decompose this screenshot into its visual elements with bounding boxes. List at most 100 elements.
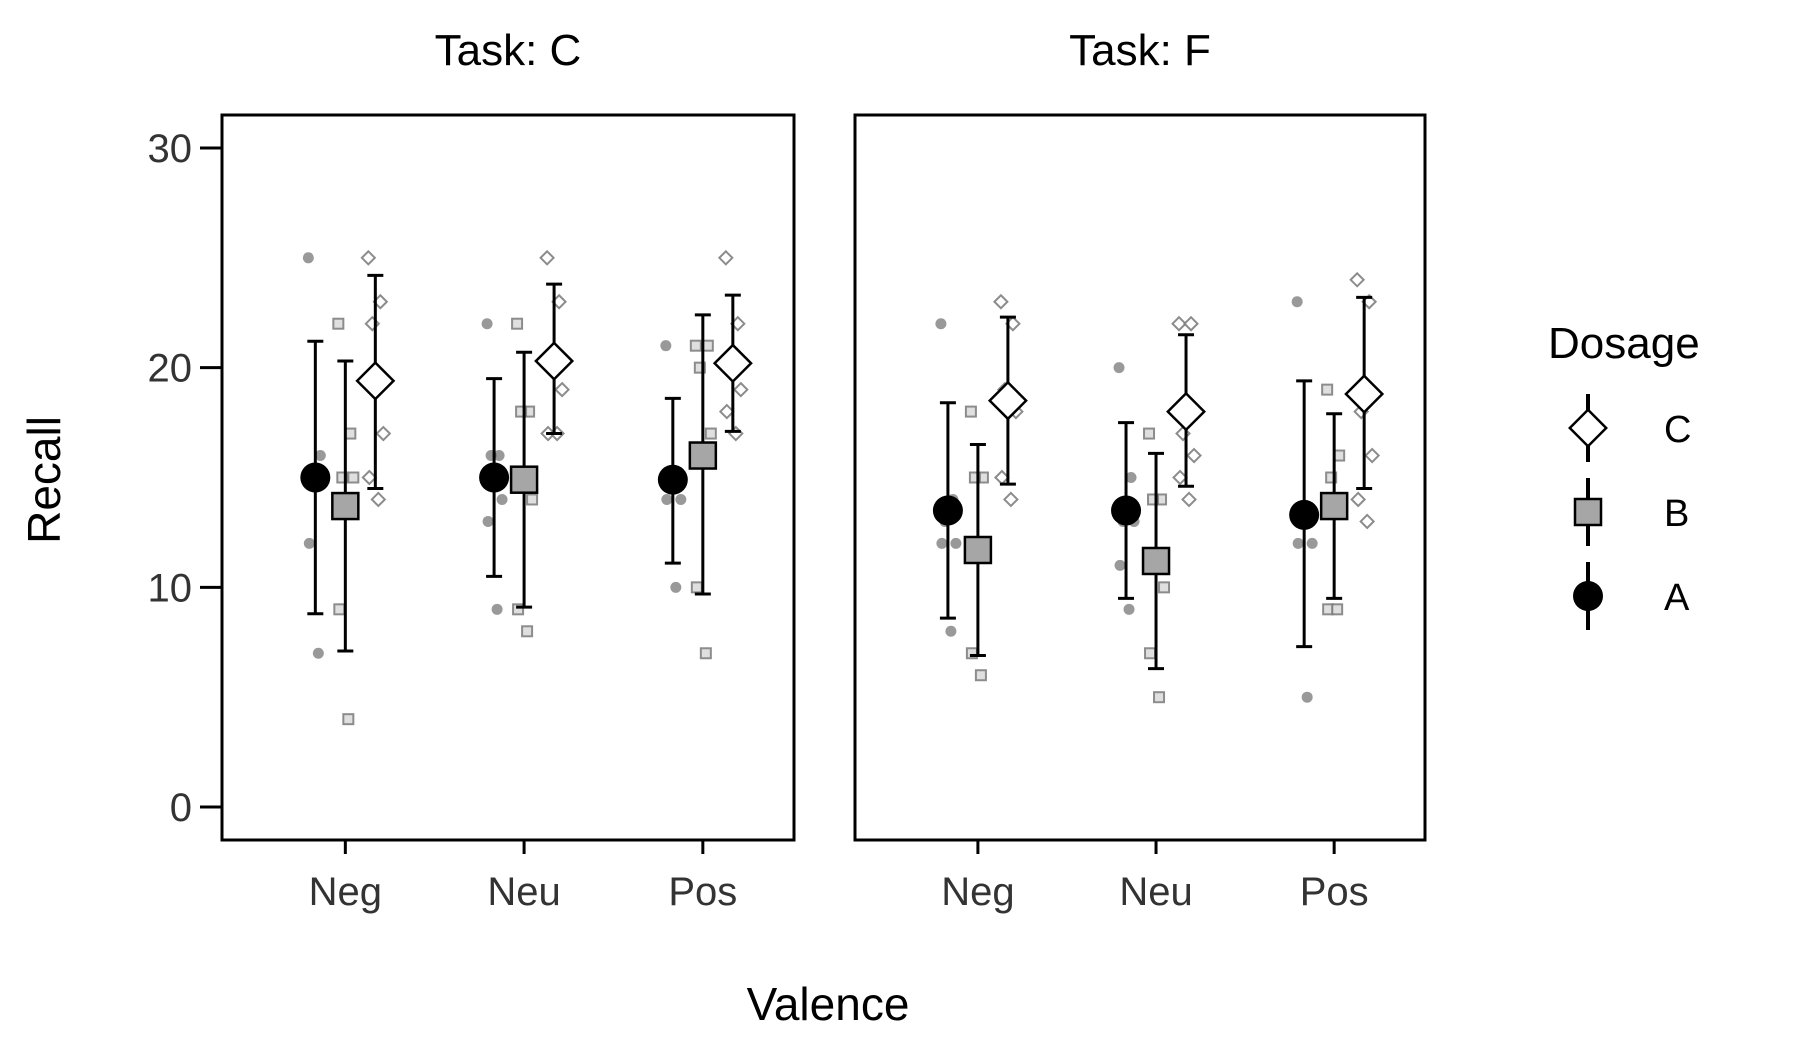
panel-1: Task: C Neg Neu Pos 0 10 20 30 bbox=[148, 26, 796, 914]
raw-point bbox=[511, 317, 524, 330]
legend-key bbox=[1573, 497, 1603, 527]
raw-point bbox=[1306, 537, 1318, 549]
raw-point bbox=[347, 471, 360, 484]
mean-point bbox=[1289, 499, 1320, 530]
raw-point bbox=[950, 537, 962, 549]
raw-point bbox=[699, 647, 712, 660]
raw-point bbox=[1181, 491, 1197, 508]
raw-point bbox=[1125, 472, 1137, 483]
legend-key bbox=[1573, 581, 1603, 611]
raw-point bbox=[314, 450, 326, 462]
raw-point bbox=[992, 293, 1009, 310]
raw-point bbox=[718, 403, 735, 420]
mean-point bbox=[1111, 495, 1142, 526]
mean-point bbox=[1319, 491, 1349, 521]
raw-point bbox=[1172, 469, 1188, 486]
mean-point bbox=[1344, 374, 1385, 414]
axes: Valence Recall bbox=[18, 416, 909, 1030]
raw-point bbox=[1325, 471, 1338, 484]
raw-point bbox=[964, 405, 977, 418]
y-tick-label: 20 bbox=[148, 347, 193, 391]
raw-point bbox=[968, 471, 981, 484]
raw-point bbox=[1114, 559, 1126, 571]
legend-label: B bbox=[1664, 493, 1689, 535]
mean-point bbox=[1141, 546, 1171, 576]
mean-point bbox=[987, 380, 1028, 421]
raw-point bbox=[945, 625, 957, 637]
legend-item-a: A bbox=[1573, 562, 1690, 630]
mean-point bbox=[355, 360, 396, 401]
x-tick-label: Pos bbox=[1300, 870, 1369, 914]
raw-point bbox=[482, 515, 494, 527]
raw-point bbox=[1123, 603, 1135, 615]
raw-point bbox=[732, 381, 749, 398]
raw-point bbox=[693, 361, 706, 374]
raw-point bbox=[1002, 491, 1019, 508]
raw-point bbox=[1113, 362, 1125, 374]
legend-label: A bbox=[1664, 577, 1690, 619]
mean-point bbox=[932, 495, 963, 526]
raw-point bbox=[1186, 447, 1202, 464]
raw-point bbox=[670, 581, 682, 593]
mean-point bbox=[534, 341, 575, 382]
raw-point bbox=[1321, 383, 1334, 396]
legend-title: Dosage bbox=[1548, 319, 1700, 368]
y-tick-label: 30 bbox=[148, 127, 193, 171]
raw-point bbox=[1144, 647, 1157, 660]
mean-point bbox=[657, 464, 688, 495]
raw-point bbox=[512, 603, 525, 616]
raw-point bbox=[1147, 493, 1160, 506]
raw-point bbox=[521, 625, 534, 638]
legend-label: C bbox=[1664, 409, 1691, 451]
raw-point bbox=[496, 493, 508, 505]
legend: Dosage CBA bbox=[1548, 319, 1700, 630]
raw-point bbox=[302, 252, 314, 264]
raw-point bbox=[332, 317, 345, 330]
mean-point bbox=[963, 535, 993, 565]
raw-point bbox=[1158, 581, 1171, 594]
x-tick-label: Neu bbox=[487, 870, 560, 914]
y-tick-label: 0 bbox=[170, 786, 192, 830]
raw-point bbox=[1349, 271, 1366, 288]
raw-point bbox=[661, 493, 673, 505]
raw-point bbox=[1183, 315, 1199, 332]
x-axis-title: Valence bbox=[747, 978, 910, 1030]
mean-point bbox=[1166, 391, 1206, 432]
raw-point bbox=[481, 318, 493, 330]
raw-point bbox=[312, 647, 324, 659]
raw-point bbox=[333, 603, 346, 616]
raw-point bbox=[1364, 447, 1381, 464]
mean-point bbox=[688, 441, 718, 470]
raw-point bbox=[1301, 691, 1313, 703]
y-axis-title: Recall bbox=[18, 416, 70, 544]
panel-title: Task: F bbox=[1069, 26, 1211, 75]
raw-point bbox=[303, 537, 315, 549]
raw-point bbox=[974, 669, 987, 682]
raw-point bbox=[1359, 513, 1376, 530]
raw-point bbox=[515, 405, 528, 418]
raw-point bbox=[660, 340, 672, 352]
x-tick-label: Pos bbox=[668, 870, 737, 914]
raw-point bbox=[1291, 296, 1303, 308]
legend-key bbox=[1568, 408, 1608, 448]
panels: Task: C Neg Neu Pos 0 10 20 30 Task: F Neg Neu Pos bbox=[148, 26, 1427, 914]
raw-point bbox=[493, 450, 505, 462]
raw-point bbox=[370, 491, 387, 508]
x-tick-label: Neu bbox=[1119, 870, 1192, 914]
raw-point bbox=[717, 249, 734, 266]
y-tick-label: 10 bbox=[148, 566, 193, 610]
mean-point bbox=[712, 343, 753, 384]
raw-point bbox=[539, 249, 556, 266]
raw-point bbox=[491, 603, 503, 615]
legend-item-b: B bbox=[1573, 478, 1689, 546]
raw-point bbox=[1292, 537, 1304, 549]
raw-point bbox=[936, 537, 948, 549]
mean-point bbox=[509, 465, 539, 494]
panel-2: Task: F Neg Neu Pos bbox=[853, 26, 1427, 914]
raw-point bbox=[1331, 603, 1344, 616]
raw-point bbox=[690, 581, 703, 594]
mean-point bbox=[331, 491, 360, 521]
x-tick-label: Neg bbox=[941, 870, 1014, 914]
raw-point bbox=[1350, 491, 1367, 508]
